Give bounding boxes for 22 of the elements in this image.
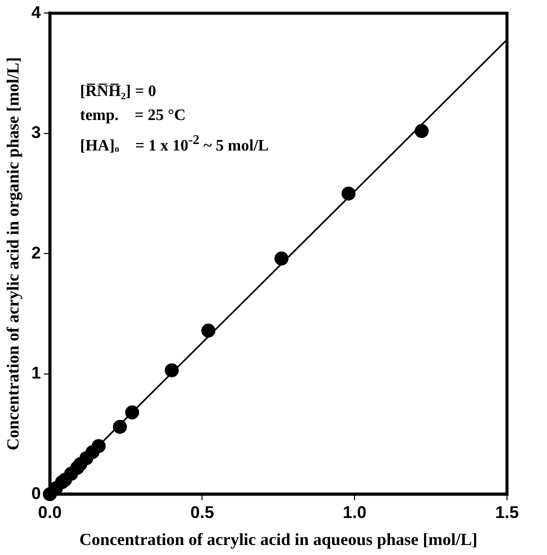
- point: [414, 124, 429, 138]
- y-tick-label: 3: [31, 123, 41, 142]
- x-tick-label: 1.0: [342, 503, 366, 522]
- y-tick-label: 1: [31, 364, 41, 383]
- x-axis-title: Concentration of acrylic acid in aqueous phase [mol/L]: [79, 530, 478, 550]
- point: [125, 405, 140, 420]
- annotation: [HA]ₒ = 1 x 10$^{-2}$ ~ 5 mol/L: [80, 131, 269, 156]
- y-axis-title: Concentration of acrylic acid in organic phase [mol/L]: [4, 57, 23, 450]
- point: [274, 252, 288, 266]
- x-tick-label: 1.5: [495, 503, 519, 522]
- annotation: [R̅N̅H̅₂] = 0: [80, 82, 158, 102]
- point: [112, 420, 127, 434]
- point: [164, 363, 179, 378]
- point: [342, 186, 356, 201]
- y-tick-label: 2: [31, 243, 41, 262]
- point: [92, 439, 106, 454]
- x-tick-label: 0.5: [190, 503, 214, 522]
- point: [201, 324, 216, 338]
- y-tick-label: 4: [31, 2, 42, 22]
- y-tick-label: 0: [31, 484, 41, 503]
- annotation: temp. = 25 °C: [80, 106, 187, 126]
- x-tick-label: 0.0: [38, 503, 62, 522]
